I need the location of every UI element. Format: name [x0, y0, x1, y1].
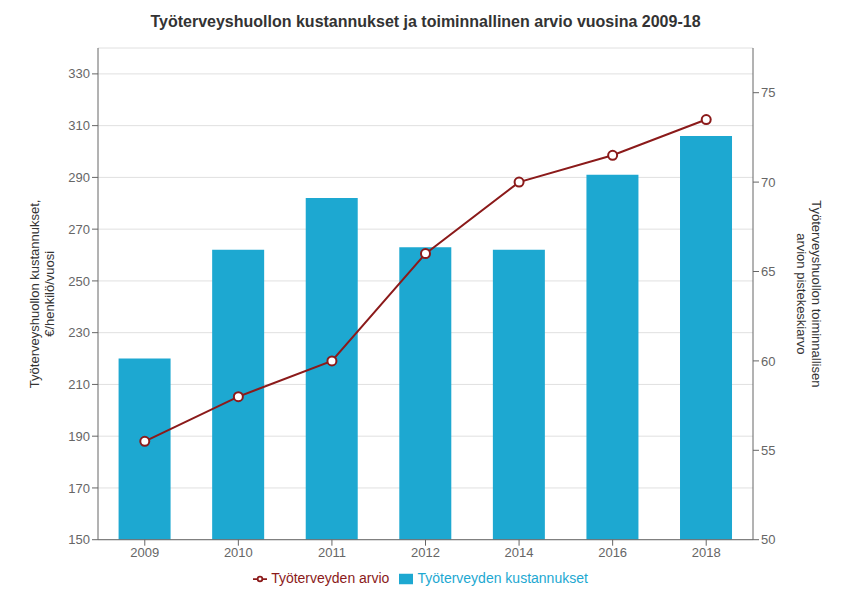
svg-text:150: 150	[68, 532, 90, 547]
svg-text:250: 250	[68, 274, 90, 289]
svg-text:210: 210	[68, 377, 90, 392]
svg-text:60: 60	[761, 354, 775, 369]
svg-text:310: 310	[68, 118, 90, 133]
svg-text:2018: 2018	[692, 545, 721, 560]
svg-text:Työterveyshuollon kustannukset: Työterveyshuollon kustannukset,€/henkilö…	[28, 200, 58, 389]
svg-text:65: 65	[761, 264, 775, 279]
html-text:Työterveyden arvio: Työterveyden arvio	[271, 569, 390, 586]
svg-text:290: 290	[68, 170, 90, 185]
svg-text:2016: 2016	[598, 545, 627, 560]
svg-text:230: 230	[68, 325, 90, 340]
svg-text:2010: 2010	[224, 545, 253, 560]
svg-text:170: 170	[68, 481, 90, 496]
svg-text:190: 190	[68, 429, 90, 444]
svg-text:2011: 2011	[318, 545, 346, 560]
html-text:Työterveyden kustannukset: Työterveyden kustannukset	[417, 569, 588, 586]
svg-text:50: 50	[761, 532, 775, 547]
svg-text:2012: 2012	[411, 545, 440, 560]
svg-text:2009: 2009	[130, 545, 159, 560]
svg-text:55: 55	[761, 443, 775, 458]
svg-text:330: 330	[68, 66, 90, 81]
svg-text:75: 75	[761, 85, 775, 100]
svg-text:2014: 2014	[505, 545, 534, 560]
svg-text:270: 270	[68, 222, 90, 237]
svg-text:Työterveyshuollon toiminnallis: Työterveyshuollon toiminnallisenarvion p…	[794, 200, 824, 387]
html-text:Työterveyshuollon kustannukset: Työterveyshuollon kustannukset ja toimin…	[150, 13, 701, 30]
svg-text:70: 70	[761, 175, 775, 190]
